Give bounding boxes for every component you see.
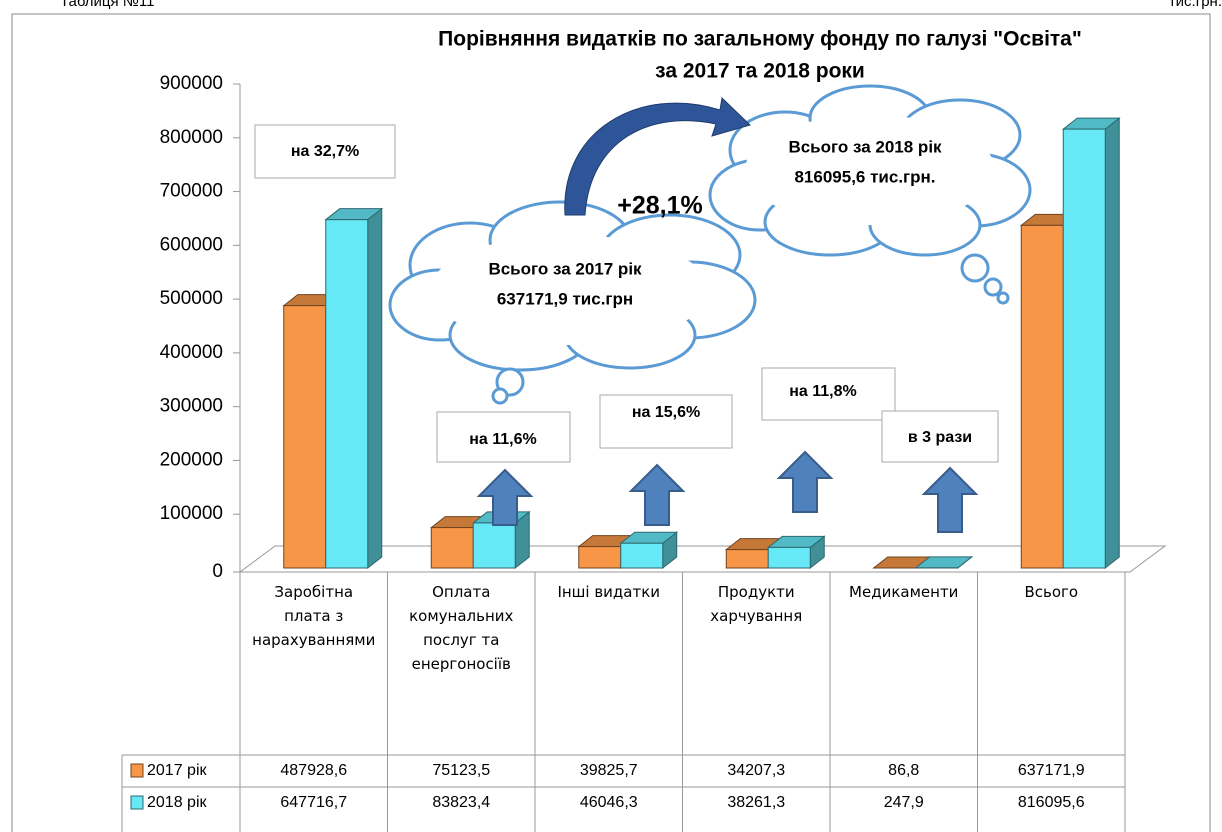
cloud-text: Всього за 2017 рік <box>488 259 642 278</box>
bar-side <box>1104 117 1120 570</box>
y-tick-label: 500000 <box>160 288 223 309</box>
x-tick-label: Продукти харчування <box>710 583 803 625</box>
category-cell: Інші видатки <box>557 583 661 601</box>
table-value: 38261,3 <box>727 794 785 811</box>
cloud-text: Всього за 2018 рік <box>788 137 942 156</box>
table-value: 637171,9 <box>1018 762 1085 779</box>
up-arrow <box>628 463 686 526</box>
bar <box>1062 128 1106 569</box>
annotation-box <box>761 367 896 421</box>
table-value: 247,9 <box>884 794 924 811</box>
y-tick-label: 200000 <box>160 449 223 470</box>
x-tick-label: Всього <box>1024 583 1079 601</box>
bar <box>472 522 516 569</box>
y-tick-label: 800000 <box>160 127 223 148</box>
annotation-box <box>436 411 571 463</box>
annotation-box <box>254 124 396 179</box>
table-value: 34207,3 <box>727 762 785 779</box>
annotation: на 11,8% <box>789 383 857 400</box>
bar <box>578 546 622 569</box>
annotation: на 32,7% <box>291 143 359 160</box>
bar <box>1020 224 1064 569</box>
bar <box>283 305 327 569</box>
table-value: 816095,6 <box>1018 794 1085 811</box>
cloud-text: 637171,9 тис.грн <box>497 289 633 308</box>
up-arrow <box>776 450 834 513</box>
annotation: на 15,6% <box>632 404 700 421</box>
x-tick-label: Оплата комунальних послуг та енергоносії… <box>409 583 514 673</box>
bar <box>620 542 664 569</box>
table-value: 46046,3 <box>580 794 638 811</box>
bar <box>325 219 369 569</box>
cloud-2018 <box>708 84 1032 305</box>
annotation-box <box>599 394 733 449</box>
cloud-2017 <box>388 200 757 405</box>
y-tick-label: 700000 <box>160 181 223 202</box>
legend-swatch <box>130 795 144 810</box>
bar <box>430 527 474 569</box>
table-value: 39825,7 <box>580 762 638 779</box>
x-tick-label: Медикаменти <box>849 583 959 601</box>
legend-swatch <box>130 763 144 778</box>
x-tick-label: Заробітна плата з нарахуваннями <box>252 583 376 649</box>
x-tick-label: Інші видатки <box>557 583 661 601</box>
category-cell: Продукти харчування <box>710 583 803 625</box>
table-number: Таблиця №11 <box>60 0 154 10</box>
category-cell: Заробітна плата з нарахуваннями <box>252 583 376 649</box>
category-cell: Всього <box>1024 583 1079 601</box>
annotation: в 3 рази <box>908 429 972 446</box>
y-tick-label: 100000 <box>160 503 223 524</box>
annotation: на 11,6% <box>469 431 537 448</box>
y-tick-label: 900000 <box>160 73 223 94</box>
table-value: 86,8 <box>888 762 919 779</box>
chart-title: за 2017 та 2018 роки <box>655 60 865 83</box>
y-tick-label: 300000 <box>160 396 223 417</box>
chart-title: Порівняння видатків по загальному фонду … <box>438 28 1082 51</box>
cloud-text: 816095,6 тис.грн. <box>794 167 935 186</box>
category-cell: Медикаменти <box>849 583 959 601</box>
y-tick-label: 400000 <box>160 342 223 363</box>
units: тис.грн. <box>1169 0 1222 10</box>
table-value: 83823,4 <box>432 794 490 811</box>
annotation-box <box>881 410 999 463</box>
table-value: 647716,7 <box>280 794 347 811</box>
bar <box>725 549 769 569</box>
table-value: 75123,5 <box>432 762 490 779</box>
table-value: 487928,6 <box>280 762 347 779</box>
bar-side <box>367 207 383 570</box>
legend-label: 2017 рік <box>147 762 207 779</box>
up-arrow <box>476 468 534 526</box>
y-tick-label: 600000 <box>160 234 223 255</box>
annotation: +28,1% <box>617 192 703 220</box>
y-tick-label: 0 <box>212 561 223 582</box>
legend-label: 2018 рік <box>147 794 207 811</box>
category-cell: Оплата комунальних послуг та енергоносії… <box>409 583 514 673</box>
curved-arrow <box>564 96 751 216</box>
up-arrow <box>921 466 979 533</box>
bar <box>767 546 811 569</box>
